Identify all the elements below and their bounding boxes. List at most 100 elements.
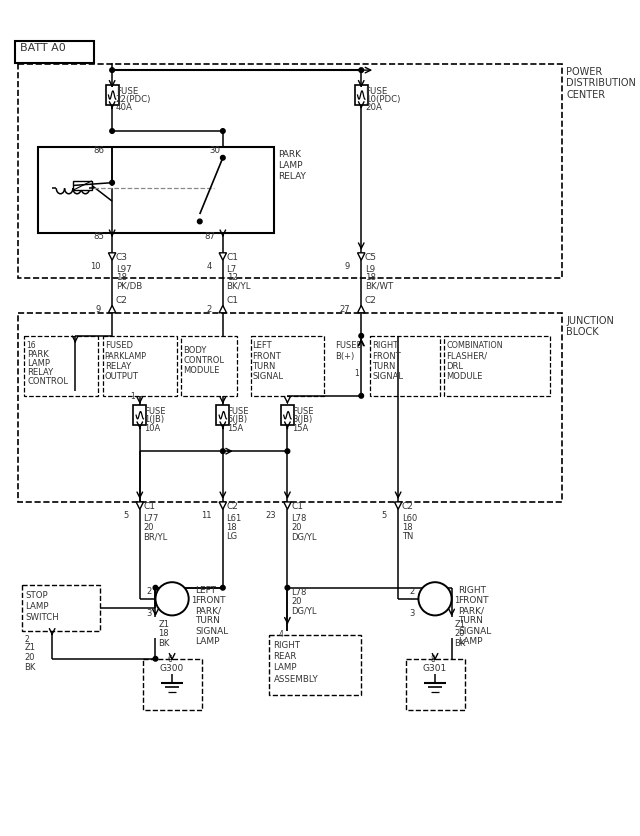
Circle shape [153, 586, 158, 590]
Text: TURN: TURN [195, 615, 220, 624]
Bar [281, 405, 294, 426]
Text: LG: LG [227, 532, 237, 541]
Text: LAMP: LAMP [28, 359, 50, 368]
Text: OUTPUT: OUTPUT [105, 371, 139, 380]
Text: 18: 18 [402, 522, 412, 532]
Text: G300: G300 [160, 664, 184, 673]
Text: L60: L60 [402, 513, 417, 522]
Text: 18: 18 [158, 629, 169, 638]
Text: C2: C2 [116, 295, 127, 304]
Text: DISTRIBUTION: DISTRIBUTION [566, 79, 636, 89]
Text: FUSED: FUSED [335, 341, 364, 350]
Text: FRONT: FRONT [458, 595, 488, 604]
Circle shape [221, 156, 225, 161]
Text: LAMP: LAMP [458, 636, 483, 645]
Circle shape [198, 220, 202, 225]
Text: 40A: 40A [116, 104, 132, 112]
Text: L77: L77 [143, 513, 159, 522]
Bar [38, 147, 273, 233]
Polygon shape [136, 502, 143, 510]
Bar [18, 314, 563, 502]
Text: C1: C1 [291, 502, 303, 511]
Polygon shape [219, 253, 227, 261]
Text: TN: TN [402, 532, 413, 541]
Text: 20A: 20A [365, 104, 382, 112]
Text: 3: 3 [409, 609, 415, 617]
Circle shape [110, 181, 115, 186]
Text: 87: 87 [204, 232, 216, 241]
Text: PARK: PARK [278, 150, 301, 158]
Circle shape [110, 69, 115, 74]
Text: L78: L78 [291, 587, 307, 596]
Text: 9: 9 [96, 304, 101, 314]
Bar [269, 635, 361, 695]
Text: TURN: TURN [372, 361, 396, 370]
Text: Z1: Z1 [24, 642, 35, 651]
Text: PARKLAMP: PARKLAMP [105, 351, 147, 360]
Text: 30: 30 [209, 145, 220, 155]
Text: RIGHT: RIGHT [372, 341, 399, 350]
Circle shape [359, 69, 364, 74]
Polygon shape [219, 502, 227, 510]
Text: 2: 2 [24, 635, 29, 643]
Text: RIGHT: RIGHT [458, 585, 486, 594]
Text: C1: C1 [143, 502, 156, 511]
Text: 5: 5 [382, 511, 387, 520]
Circle shape [156, 583, 189, 615]
Text: SIGNAL: SIGNAL [252, 371, 284, 380]
Polygon shape [108, 306, 116, 314]
Text: L78: L78 [291, 513, 307, 522]
Text: 85: 85 [93, 232, 105, 241]
Text: 5: 5 [124, 511, 129, 520]
Text: CONTROL: CONTROL [28, 377, 68, 386]
Bar [103, 336, 177, 396]
Text: FUSE: FUSE [227, 406, 249, 415]
Text: FUSE: FUSE [116, 87, 138, 95]
Text: B(+): B(+) [335, 351, 355, 360]
Text: 18: 18 [116, 273, 127, 282]
Text: C2: C2 [227, 502, 238, 511]
Text: 10A: 10A [145, 423, 161, 432]
Text: 20: 20 [143, 522, 154, 532]
Text: 23: 23 [266, 511, 276, 520]
Text: SWITCH: SWITCH [26, 612, 59, 621]
Text: 1: 1 [454, 595, 460, 604]
Polygon shape [358, 306, 365, 314]
Bar [406, 659, 465, 710]
Bar [133, 405, 147, 426]
Text: RIGHT: RIGHT [273, 640, 301, 650]
Text: JUNCTION: JUNCTION [566, 315, 614, 325]
Text: FUSE: FUSE [365, 87, 387, 95]
Text: 18: 18 [365, 273, 376, 282]
Circle shape [110, 130, 115, 134]
Text: FRONT: FRONT [252, 351, 281, 360]
Circle shape [221, 130, 225, 134]
Text: 10: 10 [90, 262, 101, 271]
Text: PARK/: PARK/ [458, 605, 484, 614]
Text: DG/YL: DG/YL [291, 532, 317, 541]
Text: FUSE: FUSE [292, 406, 314, 415]
Text: FUSED: FUSED [105, 341, 132, 350]
Bar [24, 336, 99, 396]
Circle shape [359, 334, 364, 339]
Text: Z1: Z1 [158, 619, 169, 629]
Text: 2: 2 [207, 304, 212, 314]
Text: BLOCK: BLOCK [566, 326, 598, 336]
Text: BK: BK [454, 638, 466, 647]
Text: 27: 27 [340, 304, 350, 314]
Text: 8: 8 [431, 655, 435, 664]
Bar [371, 336, 440, 396]
Text: BK/YL: BK/YL [227, 281, 251, 290]
Text: TURN: TURN [252, 361, 276, 370]
Text: RELAY: RELAY [105, 361, 131, 370]
Text: 5(JB): 5(JB) [227, 415, 248, 424]
Text: 12: 12 [227, 273, 237, 282]
Text: 6: 6 [168, 655, 172, 664]
Text: Z1: Z1 [454, 619, 465, 629]
Text: 10(PDC): 10(PDC) [365, 95, 400, 104]
Circle shape [285, 449, 290, 454]
Text: 3(JB): 3(JB) [292, 415, 312, 424]
Text: COMBINATION: COMBINATION [446, 341, 503, 350]
Text: STOP: STOP [26, 590, 48, 599]
Bar [355, 86, 368, 106]
